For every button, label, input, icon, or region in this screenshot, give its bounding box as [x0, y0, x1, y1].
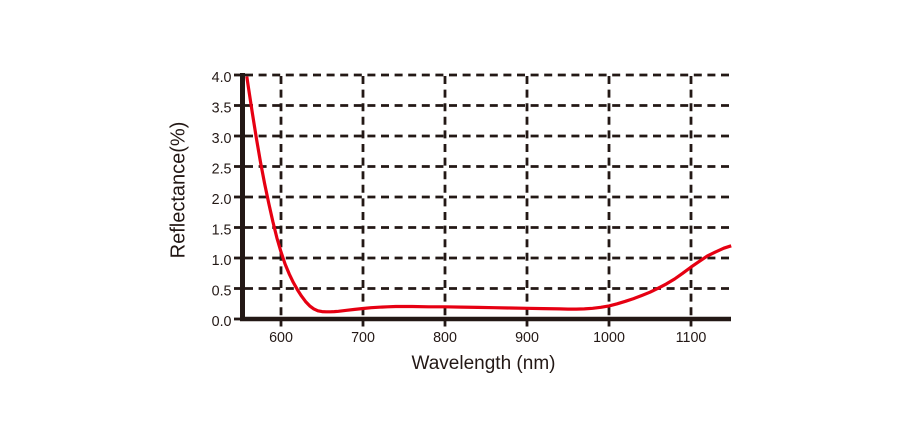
svg-text:0.0: 0.0 — [212, 314, 232, 330]
svg-text:800: 800 — [433, 330, 457, 346]
svg-text:600: 600 — [269, 330, 293, 346]
svg-text:700: 700 — [351, 330, 375, 346]
svg-text:1.0: 1.0 — [212, 253, 232, 269]
svg-text:1.5: 1.5 — [212, 223, 232, 239]
svg-text:3.0: 3.0 — [212, 131, 232, 147]
svg-text:2.0: 2.0 — [212, 192, 232, 208]
svg-text:1100: 1100 — [676, 330, 707, 346]
svg-text:900: 900 — [515, 330, 539, 346]
svg-text:Wavelength (nm): Wavelength (nm) — [412, 353, 556, 374]
svg-text:2.5: 2.5 — [212, 162, 232, 178]
svg-text:1000: 1000 — [593, 330, 625, 346]
svg-text:3.5: 3.5 — [212, 101, 232, 117]
svg-text:Reflectance(%): Reflectance(%) — [168, 122, 190, 259]
svg-text:0.5: 0.5 — [212, 284, 232, 300]
svg-text:4.0: 4.0 — [212, 70, 232, 86]
